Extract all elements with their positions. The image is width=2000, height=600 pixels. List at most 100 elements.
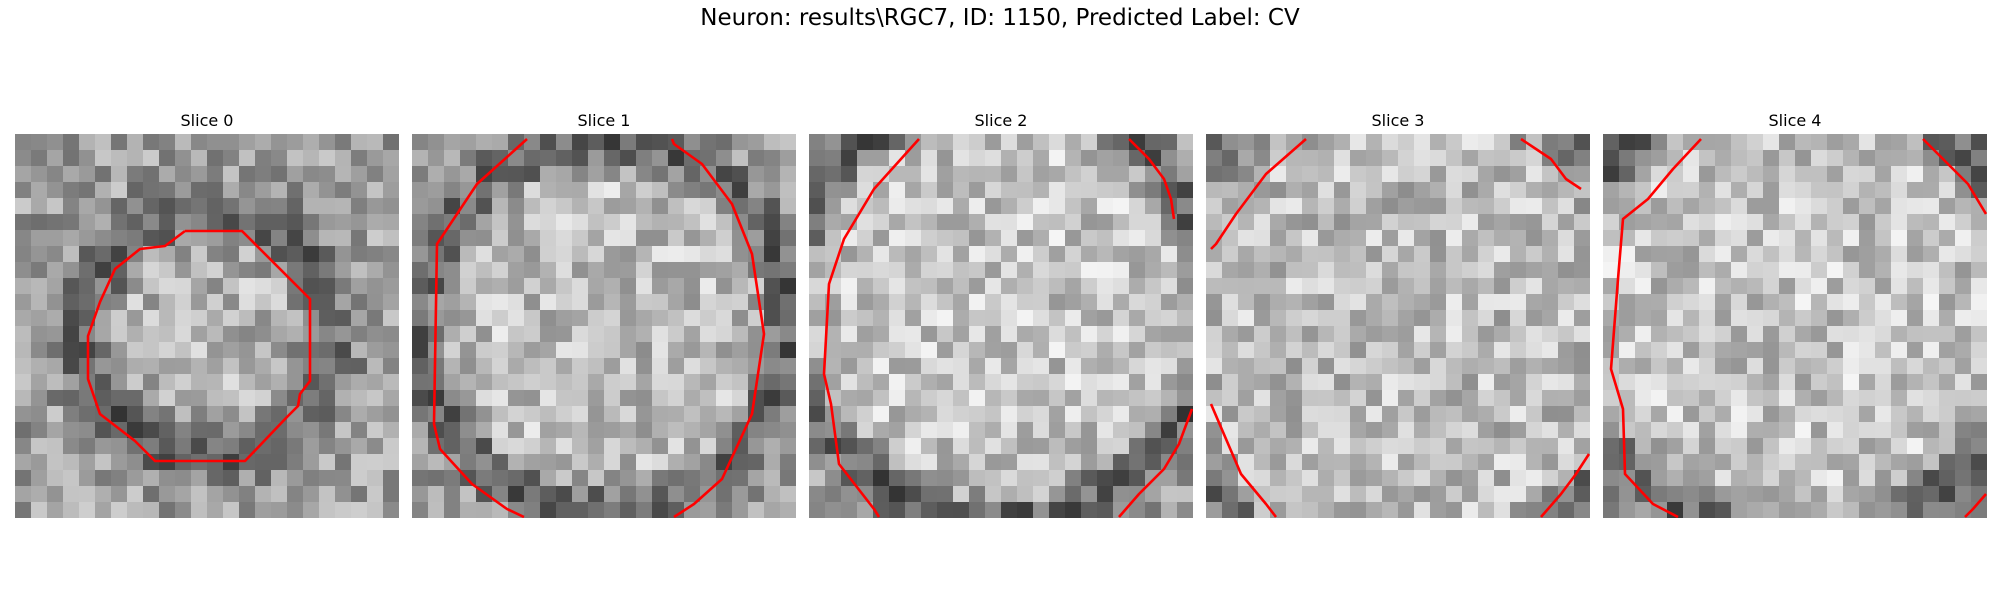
pixel: [1510, 246, 1527, 263]
pixel: [1574, 150, 1590, 167]
pixel: [1177, 150, 1193, 167]
pixel: [175, 166, 192, 183]
pixel: [15, 358, 32, 375]
pixel: [1129, 198, 1146, 215]
pixel: [271, 294, 288, 311]
pixel: [1318, 358, 1335, 375]
pixel: [524, 166, 541, 183]
pixel: [1651, 262, 1668, 279]
pixel: [460, 262, 477, 279]
pixel: [383, 278, 399, 295]
pixel: [985, 134, 1002, 151]
pixel: [367, 454, 384, 471]
pixel: [1302, 470, 1319, 487]
pixel: [540, 390, 557, 407]
pixel: [31, 454, 48, 471]
pixel: [556, 454, 573, 471]
pixel: [556, 326, 573, 343]
pixel: [985, 486, 1002, 503]
pixel: [1302, 374, 1319, 391]
pixel: [1715, 390, 1732, 407]
pixel: [143, 182, 160, 199]
pixel: [383, 230, 399, 247]
pixel: [1494, 486, 1511, 503]
pixel: [969, 422, 986, 439]
pixel: [1731, 358, 1748, 375]
pixel: [1446, 166, 1463, 183]
pixel: [540, 406, 557, 423]
pixel: [873, 406, 890, 423]
pixel: [223, 230, 240, 247]
pixel: [1827, 486, 1844, 503]
pixel: [1430, 374, 1447, 391]
pixel: [732, 294, 749, 311]
pixel: [319, 470, 336, 487]
pixel: [588, 358, 605, 375]
pixel: [1574, 294, 1590, 311]
pixel: [684, 390, 701, 407]
pixel: [15, 294, 32, 311]
pixel: [367, 150, 384, 167]
pixel: [271, 134, 288, 151]
pixel: [1779, 150, 1796, 167]
pixel: [191, 326, 208, 343]
pixel: [1254, 438, 1271, 455]
pixel: [1350, 470, 1367, 487]
pixel: [1859, 182, 1876, 199]
pixel: [1907, 230, 1924, 247]
pixel: [1382, 198, 1399, 215]
pixel: [1462, 486, 1479, 503]
pixel: [1414, 342, 1431, 359]
pixel: [319, 150, 336, 167]
pixel: [1715, 246, 1732, 263]
pixel: [1302, 166, 1319, 183]
pixel: [1603, 406, 1620, 423]
slice-title-3: Slice 3: [1371, 111, 1425, 130]
pixel: [825, 342, 842, 359]
pixel: [111, 406, 128, 423]
pixel: [716, 262, 733, 279]
pixel: [1542, 438, 1559, 455]
pixel: [620, 262, 637, 279]
pixel: [1462, 150, 1479, 167]
pixel: [604, 278, 621, 295]
pixel: [873, 438, 890, 455]
pixel: [143, 422, 160, 439]
pixel: [1795, 262, 1812, 279]
pixel: [159, 502, 176, 518]
pixel: [207, 198, 224, 215]
pixel: [1731, 262, 1748, 279]
pixel: [1001, 230, 1018, 247]
pixel: [1923, 358, 1940, 375]
pixel: [492, 390, 509, 407]
pixel: [748, 262, 765, 279]
pixel: [1795, 182, 1812, 199]
pixel: [1715, 182, 1732, 199]
pixel: [460, 326, 477, 343]
pixel: [1129, 326, 1146, 343]
pixel: [1635, 422, 1652, 439]
pixel: [1542, 326, 1559, 343]
pixel: [636, 278, 653, 295]
pixel: [1161, 422, 1178, 439]
pixel: [1129, 374, 1146, 391]
pixel: [31, 214, 48, 231]
pixel: [1795, 470, 1812, 487]
pixel: [1382, 406, 1399, 423]
pixel: [1955, 278, 1972, 295]
pixel: [1827, 326, 1844, 343]
pixel: [143, 502, 160, 518]
pixel: [1859, 166, 1876, 183]
pixel: [287, 278, 304, 295]
pixel: [1875, 390, 1892, 407]
pixel: [223, 262, 240, 279]
pixel: [636, 182, 653, 199]
pixel: [1731, 214, 1748, 231]
pixel: [1398, 390, 1415, 407]
pixel: [191, 422, 208, 439]
pixel: [652, 246, 669, 263]
pixel: [383, 310, 399, 327]
pixel: [604, 166, 621, 183]
pixel: [191, 166, 208, 183]
pixel: [1254, 406, 1271, 423]
